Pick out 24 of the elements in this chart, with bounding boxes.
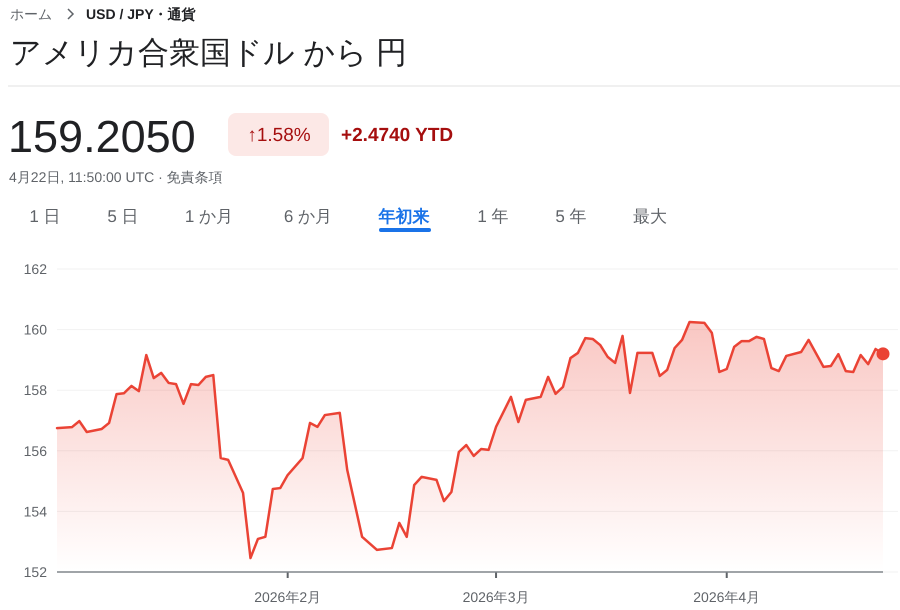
text: USD / JPY・通貨	[86, 6, 196, 22]
text: 1 か月	[184, 207, 234, 226]
text: 最大	[633, 207, 667, 226]
y-tick-label: 162	[24, 261, 48, 277]
x-tick-label: 2026年3月	[462, 589, 530, 605]
text: 年初来	[378, 207, 430, 226]
text: 6 か月	[284, 207, 332, 226]
text: ホーム	[10, 6, 52, 22]
x-tick-label: 2026年2月	[254, 589, 322, 605]
text: 5 日	[107, 207, 139, 226]
y-tick-label: 154	[24, 503, 48, 520]
y-tick-label: 156	[24, 442, 48, 459]
text: 5 年	[555, 207, 587, 226]
y-tick-label: 158	[24, 382, 48, 398]
text: 1 日	[29, 207, 61, 226]
text: 1 年	[477, 207, 509, 226]
text: 159.2050	[8, 111, 196, 162]
text: 4月22日, 11:50:00 UTC · 免責条項	[9, 169, 223, 185]
y-tick-label: 152	[24, 564, 48, 580]
x-tick-label: 2026年4月	[693, 589, 760, 605]
text: +2.4740 YTD	[341, 125, 454, 146]
y-tick-label: 160	[24, 322, 48, 338]
chart-title: アメリカ合衆国ドル から 円	[10, 35, 408, 70]
text: ↑1.58%	[247, 125, 311, 146]
